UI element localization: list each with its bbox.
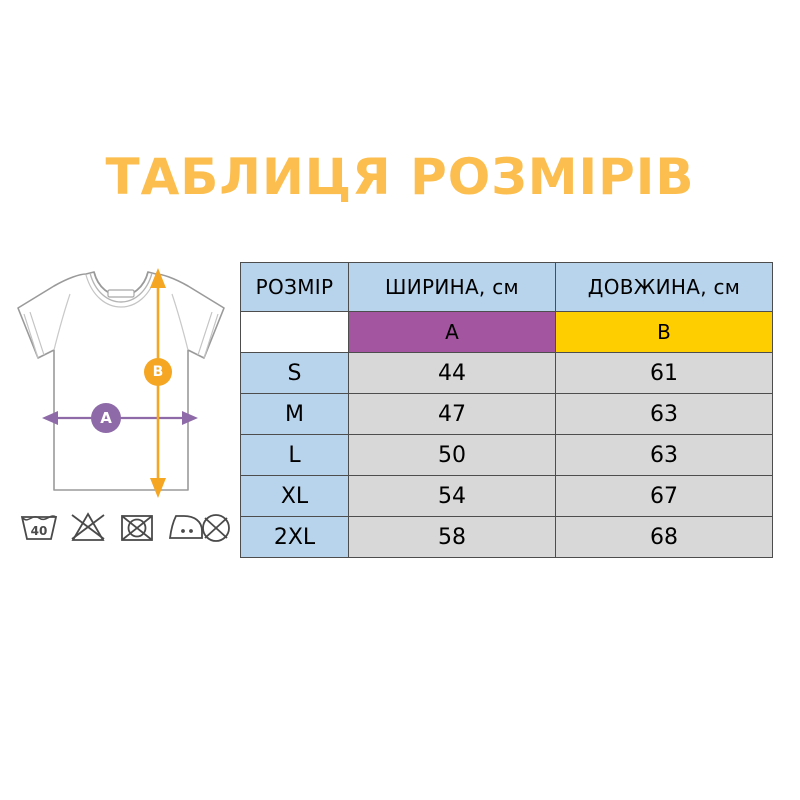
header-width: ШИРИНА, см <box>348 262 556 312</box>
table-row: M 47 63 <box>240 393 773 435</box>
header-length: ДОВЖИНА, см <box>555 262 773 312</box>
table-row: S 44 61 <box>240 352 773 394</box>
cell-size: XL <box>240 475 349 517</box>
size-chart-table: РОЗМІР ШИРИНА, см ДОВЖИНА, см A B S 44 6… <box>240 262 773 558</box>
cell-size: M <box>240 393 349 435</box>
marker-cell-b: B <box>555 311 773 353</box>
svg-text:40: 40 <box>31 524 48 538</box>
table-row: XL 54 67 <box>240 475 773 517</box>
marker-cell-a: A <box>348 311 556 353</box>
do-not-dry-clean-icon <box>202 514 230 542</box>
page-title: ТАБЛИЦЯ РОЗМІРІВ <box>105 148 695 206</box>
wash-40-icon: 40 <box>20 515 58 540</box>
header-size: РОЗМІР <box>240 262 349 312</box>
cell-length: 63 <box>555 393 773 435</box>
iron-two-dots-icon <box>168 515 203 539</box>
cell-width: 58 <box>348 516 556 558</box>
table-row: 2XL 58 68 <box>240 516 773 558</box>
cell-width: 44 <box>348 352 556 394</box>
cell-length: 63 <box>555 434 773 476</box>
cell-size: L <box>240 434 349 476</box>
do-not-tumble-dry-icon <box>121 515 153 541</box>
do-not-bleach-icon <box>71 512 105 541</box>
cell-length: 61 <box>555 352 773 394</box>
t-shirt-outline-icon <box>17 268 225 498</box>
length-marker-badge-b: B <box>144 358 172 386</box>
t-shirt-measurement-diagram: A B 40 <box>8 262 234 552</box>
care-symbols-row: 40 <box>20 512 230 542</box>
cell-size: 2XL <box>240 516 349 558</box>
cell-width: 54 <box>348 475 556 517</box>
cell-width: 50 <box>348 434 556 476</box>
width-marker-badge-a: A <box>91 403 121 433</box>
table-header-row: РОЗМІР ШИРИНА, см ДОВЖИНА, см <box>240 262 773 312</box>
table-row: L 50 63 <box>240 434 773 476</box>
marker-row: A B <box>240 311 773 353</box>
cell-width: 47 <box>348 393 556 435</box>
cell-size: S <box>240 352 349 394</box>
cell-length: 67 <box>555 475 773 517</box>
cell-length: 68 <box>555 516 773 558</box>
marker-cell-blank <box>240 311 349 353</box>
